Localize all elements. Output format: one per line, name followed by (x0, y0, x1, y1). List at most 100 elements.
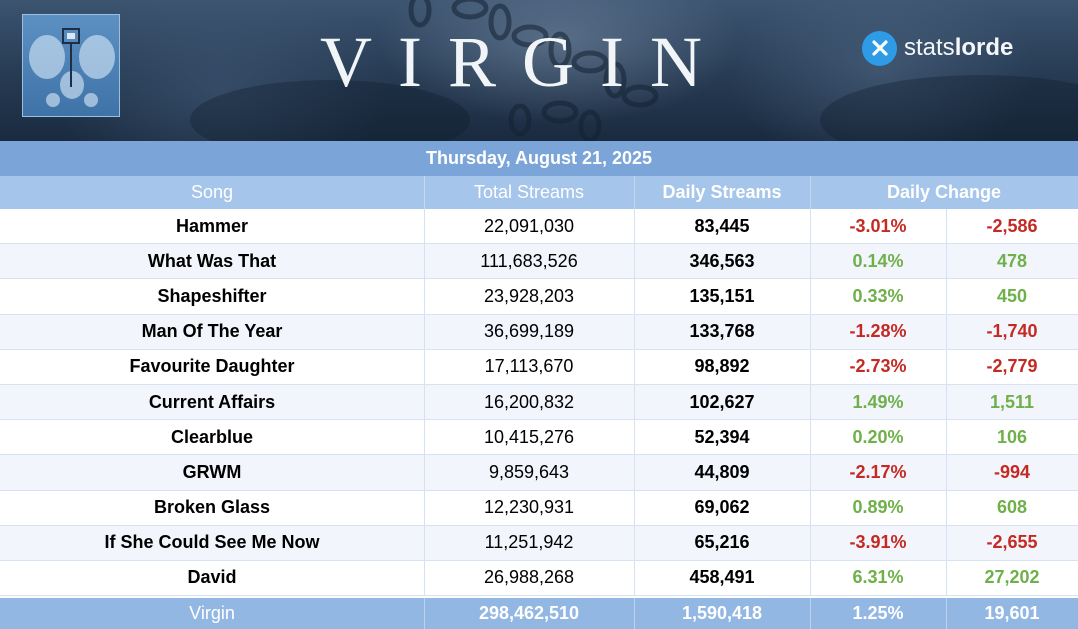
total-streams: 23,928,203 (483, 285, 575, 306)
column-divider (634, 209, 635, 244)
column-divider (810, 384, 811, 420)
daily-change-absolute: -2,779 (986, 356, 1038, 377)
daily-streams: 133,768 (689, 321, 755, 342)
column-divider (634, 560, 635, 596)
column-header-total-streams: Total Streams (473, 182, 585, 202)
column-header-daily-streams: Daily Streams (662, 182, 782, 202)
daily-streams: 98,892 (694, 356, 750, 377)
daily-streams: 65,216 (694, 532, 750, 553)
column-divider (946, 490, 947, 525)
brand-prefix: stats (904, 34, 955, 61)
daily-streams: 69,062 (694, 497, 750, 518)
totals-total-streams: 298,462,510 (478, 603, 580, 623)
daily-change-absolute: -2,655 (986, 532, 1038, 553)
column-divider (946, 279, 947, 314)
song-name: GRWM (182, 461, 242, 482)
column-divider (634, 244, 635, 279)
column-divider (946, 420, 947, 455)
daily-streams: 83,445 (694, 215, 750, 236)
table-row: What Was That 111,683,526 346,563 0.14% 478 (0, 244, 1078, 280)
daily-change-absolute: -1,740 (986, 321, 1038, 342)
column-divider (634, 349, 635, 384)
column-divider (810, 176, 811, 209)
column-divider (634, 176, 635, 209)
table-row: GRWM 9,859,643 44,809 -2.17% -994 (0, 455, 1078, 491)
daily-change-absolute: 478 (996, 250, 1028, 271)
column-divider (424, 525, 425, 560)
album-title: VIRGIN (320, 22, 728, 102)
column-divider (946, 314, 947, 349)
column-header-song: Song (190, 182, 234, 202)
table-row: Broken Glass 12,230,931 69,062 0.89% 608 (0, 490, 1078, 526)
column-divider (634, 490, 635, 525)
column-divider (634, 598, 635, 629)
daily-streams: 346,563 (689, 250, 755, 271)
column-divider (946, 598, 947, 629)
daily-change-percent: 0.20% (852, 426, 904, 447)
daily-change-absolute: 450 (996, 285, 1028, 306)
daily-change-absolute: 1,511 (989, 391, 1035, 412)
header-banner: VIRGIN statslorde (0, 0, 1078, 141)
totals-daily-change-percent: 1.25% (852, 603, 904, 623)
column-divider (810, 525, 811, 560)
column-divider (810, 420, 811, 455)
song-name: Current Affairs (148, 391, 276, 412)
total-streams: 16,200,832 (483, 391, 575, 412)
song-name: If She Could See Me Now (104, 532, 320, 553)
column-divider (946, 244, 947, 279)
column-divider (810, 598, 811, 629)
table-row: If She Could See Me Now 11,251,942 65,216 -… (0, 525, 1078, 561)
totals-daily-streams: 1,590,418 (681, 603, 763, 623)
daily-change-percent: -3.91% (849, 532, 907, 553)
brand-logo: statslorde (862, 28, 1062, 68)
daily-change-absolute: 106 (996, 426, 1028, 447)
song-name: Shapeshifter (157, 285, 267, 306)
column-divider (810, 244, 811, 279)
column-divider (946, 455, 947, 490)
table-row: Favourite Daughter 17,113,670 98,892 -2.73%… (0, 349, 1078, 385)
total-streams: 111,683,526 (480, 250, 578, 271)
pelvis-xray-icon (29, 28, 115, 107)
daily-change-absolute: 608 (996, 497, 1028, 518)
song-name: Favourite Daughter (129, 356, 295, 377)
column-divider (946, 525, 947, 560)
column-divider (634, 420, 635, 455)
column-divider (810, 279, 811, 314)
chain-artwork (190, 0, 1078, 141)
totals-album-name: Virgin (189, 603, 235, 623)
column-divider (424, 490, 425, 525)
column-divider (424, 384, 425, 420)
daily-streams: 135,151 (689, 285, 755, 306)
date-bar: Thursday, August 21, 2025 (0, 141, 1078, 176)
daily-change-absolute: -994 (993, 461, 1031, 482)
column-divider (424, 598, 425, 629)
column-divider (424, 349, 425, 384)
daily-change-percent: 0.14% (852, 250, 904, 271)
song-name: Broken Glass (153, 497, 271, 518)
song-name: Hammer (175, 215, 249, 236)
song-name: What Was That (147, 250, 277, 271)
brand-suffix: lorde (954, 34, 1014, 61)
table-row: Man Of The Year 36,699,189 133,768 -1.28% -1… (0, 314, 1078, 350)
table-row: David 26,988,268 458,491 6.31% 27,202 (0, 560, 1078, 597)
column-divider (810, 209, 811, 244)
column-divider (946, 560, 947, 596)
total-streams: 12,230,931 (483, 497, 575, 518)
column-divider (424, 209, 425, 244)
daily-change-percent: 1.49% (852, 391, 904, 412)
table-row: Hammer 22,091,030 83,445 -3.01% -2,586 (0, 209, 1078, 245)
daily-change-percent: 0.33% (852, 285, 904, 306)
column-divider (634, 455, 635, 490)
total-streams: 36,699,189 (483, 321, 575, 342)
column-divider (810, 455, 811, 490)
column-divider (810, 560, 811, 596)
daily-streams: 102,627 (689, 391, 755, 412)
brand-name: statslorde (904, 30, 1013, 66)
table-row: Clearblue 10,415,276 52,394 0.20% 106 (0, 420, 1078, 456)
song-name: Man Of The Year (141, 321, 283, 342)
totals-daily-change-absolute: 19,601 (984, 603, 1040, 623)
x-logo-icon (862, 30, 897, 66)
daily-change-percent: -2.17% (849, 461, 907, 482)
column-divider (810, 314, 811, 349)
table-row: Shapeshifter 23,928,203 135,151 0.33% 450 (0, 279, 1078, 315)
